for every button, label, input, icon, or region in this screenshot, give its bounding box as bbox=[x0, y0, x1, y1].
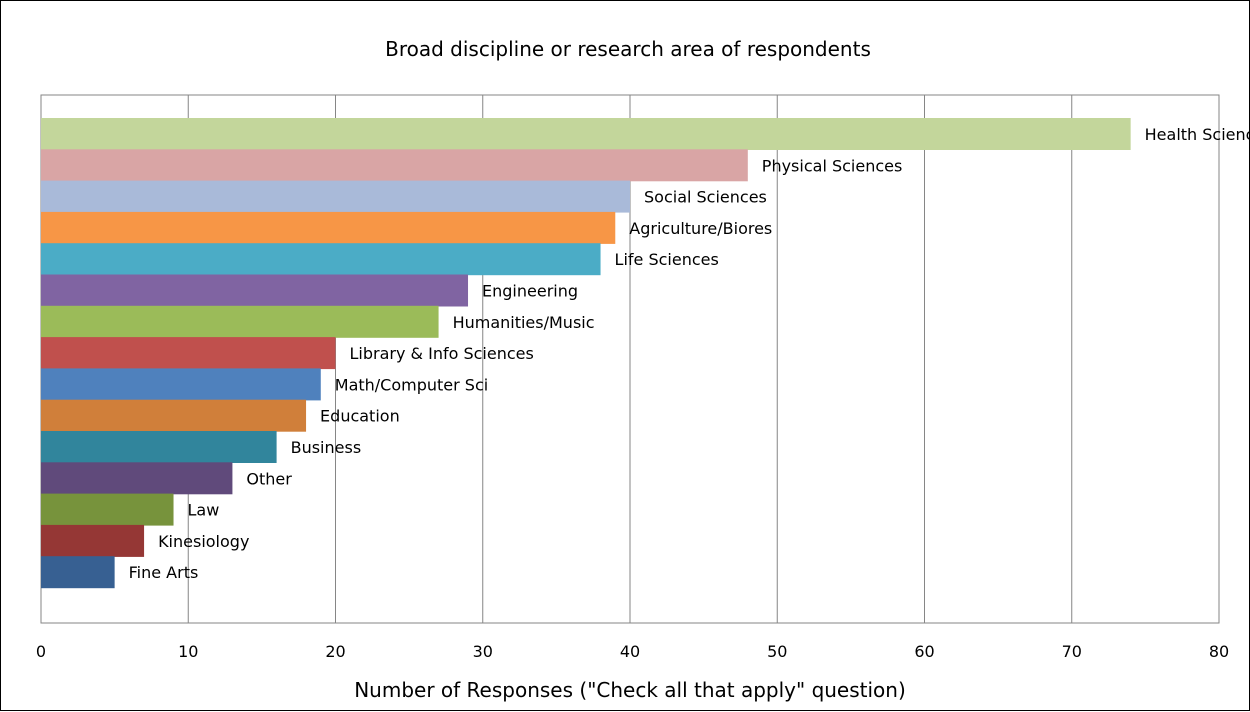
bar bbox=[41, 180, 630, 213]
bar-label: Kinesiology bbox=[158, 532, 249, 551]
x-axis-label: Number of Responses ("Check all that app… bbox=[354, 678, 906, 702]
bar bbox=[41, 305, 439, 338]
bar bbox=[41, 211, 616, 244]
bar bbox=[41, 493, 174, 526]
bar-label: Library & Info Sciences bbox=[350, 344, 534, 363]
bar-label: Education bbox=[320, 407, 400, 426]
bar-label: Physical Sciences bbox=[762, 156, 903, 175]
bar bbox=[41, 399, 307, 432]
bar-label: Business bbox=[291, 438, 362, 457]
x-tick-label: 30 bbox=[473, 642, 493, 661]
bar-label: Life Sciences bbox=[615, 250, 719, 269]
bar-label: Math/Computer Sci bbox=[335, 375, 488, 394]
chart-title: Broad discipline or research area of res… bbox=[385, 37, 871, 61]
bar bbox=[41, 243, 601, 276]
bar bbox=[41, 149, 748, 182]
bar-label: Law bbox=[188, 501, 220, 520]
bars bbox=[41, 118, 1131, 589]
bar-labels: Health Sciences Physical Sciences Social S… bbox=[129, 125, 1250, 582]
bar-label: Agriculture/Biores bbox=[629, 219, 772, 238]
x-tick-label: 80 bbox=[1209, 642, 1229, 661]
bar bbox=[41, 118, 1131, 150]
x-tick-label: 70 bbox=[1062, 642, 1082, 661]
bar-label: Health Sciences bbox=[1145, 125, 1250, 144]
bar bbox=[41, 274, 469, 307]
bar bbox=[41, 462, 233, 495]
bar bbox=[41, 431, 277, 463]
x-tick-label: 10 bbox=[178, 642, 198, 661]
bar-label: Other bbox=[246, 469, 292, 488]
x-axis-ticks: 0 10 20 30 40 50 60 70 80 bbox=[36, 642, 1229, 661]
x-tick-label: 40 bbox=[620, 642, 640, 661]
bar bbox=[41, 524, 145, 557]
bar-label: Social Sciences bbox=[644, 188, 767, 207]
bar-label: Engineering bbox=[482, 282, 578, 301]
bar bbox=[41, 337, 336, 370]
bar-label: Fine Arts bbox=[129, 563, 199, 582]
x-tick-label: 50 bbox=[767, 642, 787, 661]
x-tick-label: 20 bbox=[325, 642, 345, 661]
bar-label: Humanities/Music bbox=[453, 313, 595, 332]
x-tick-label: 0 bbox=[36, 642, 46, 661]
bar bbox=[41, 556, 115, 589]
x-tick-label: 60 bbox=[914, 642, 934, 661]
bar bbox=[41, 368, 321, 401]
